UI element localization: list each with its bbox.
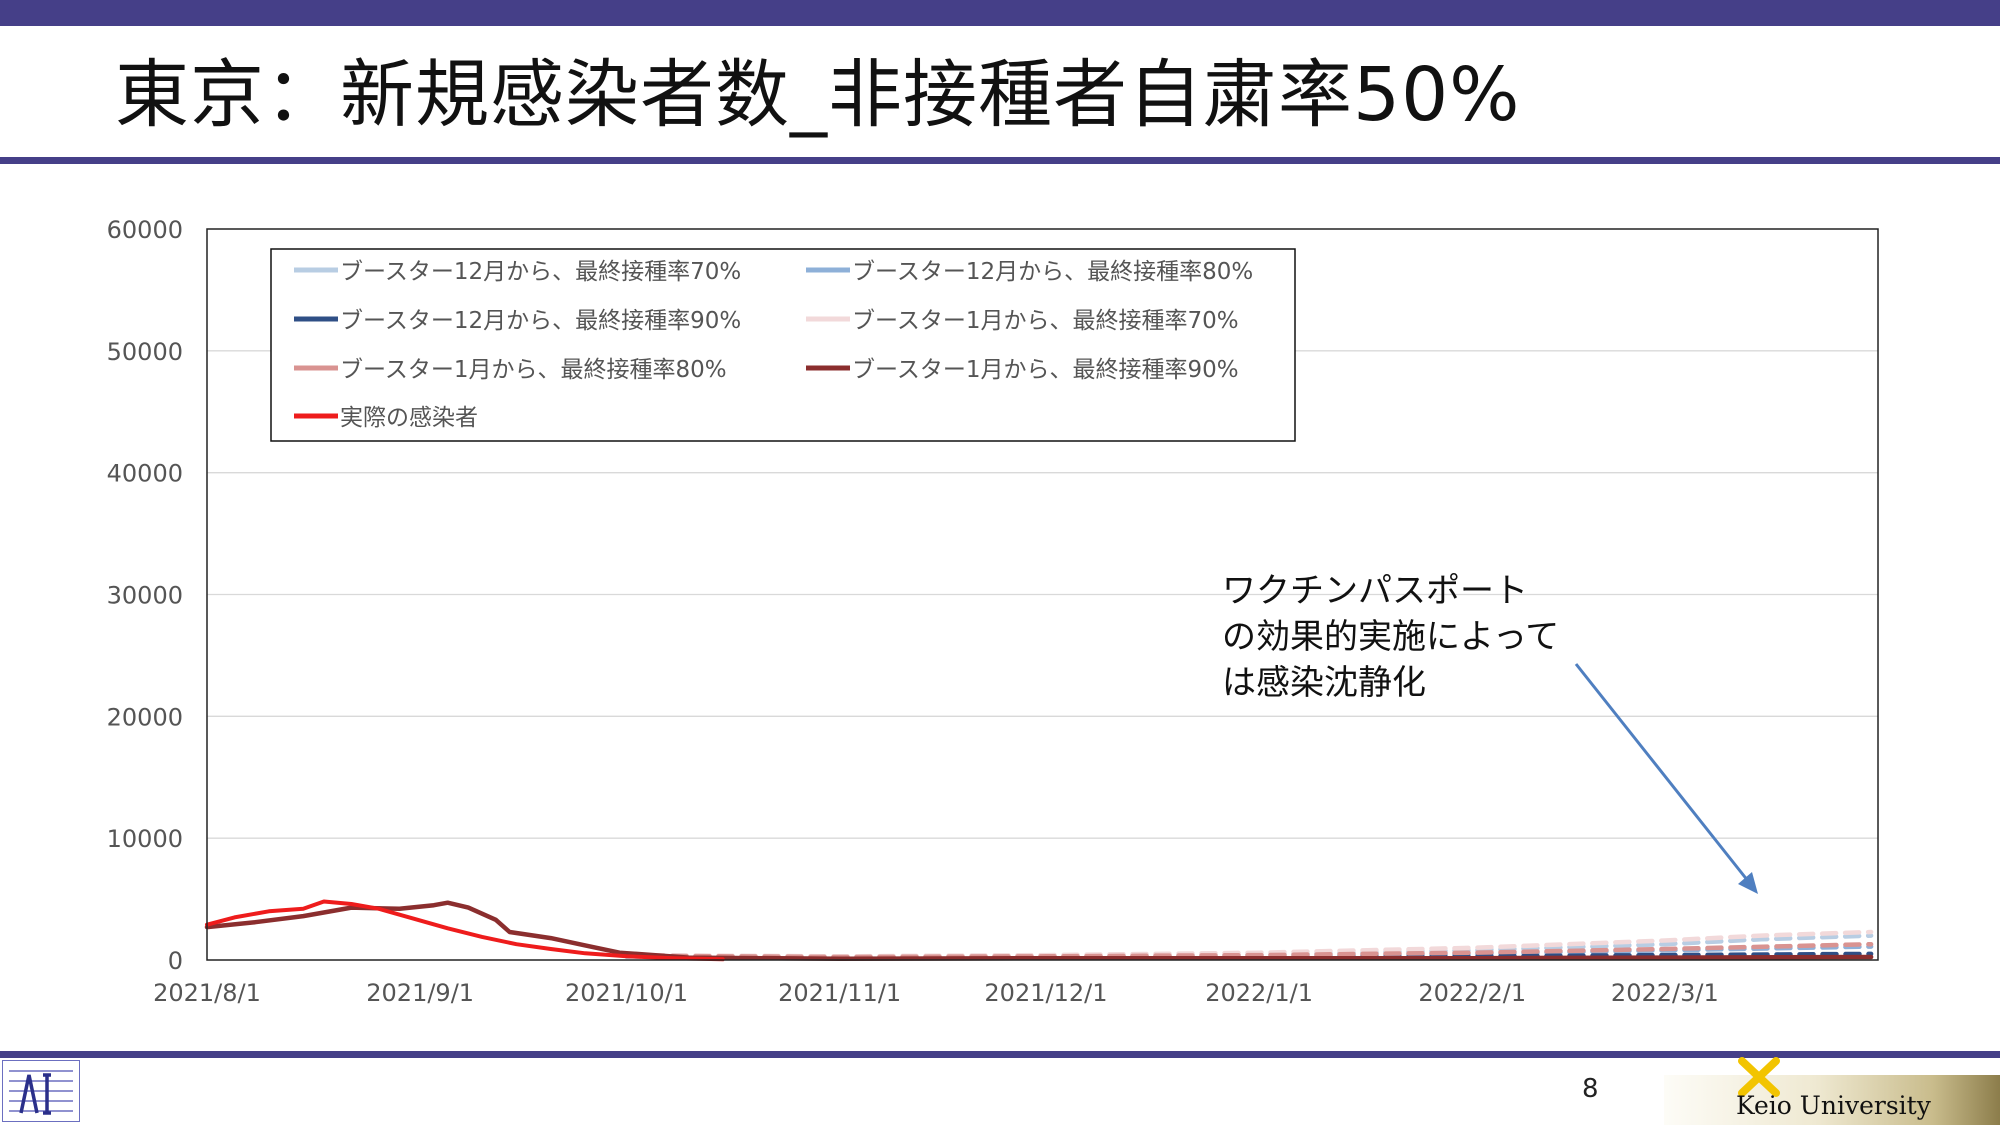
series-line-7 xyxy=(205,899,725,962)
page-number: 8 xyxy=(1582,1074,1599,1104)
x-axis-ticks: 2021/8/1 2021/9/1 2021/10/1 2021/11/1 2021/1… xyxy=(153,979,1719,1007)
legend-entry: ブースター1月から、最終接種率80% xyxy=(340,357,727,383)
legend-entry: ブースター1月から、最終接種率90% xyxy=(852,357,1239,383)
legend-entry: ブースター1月から、最終接種率70% xyxy=(852,308,1239,334)
annotation-arrowhead xyxy=(1738,872,1758,894)
y-tick-label: 0 xyxy=(168,947,183,975)
annotation-line-2: の効果的実施によって xyxy=(1222,617,1559,657)
lab-logo xyxy=(2,1060,80,1122)
slide-title: 東京：新規感染者数_非接種者自粛率50% xyxy=(115,52,1521,138)
series-line-4 xyxy=(624,929,1874,959)
x-tick-label: 2021/11/1 xyxy=(778,979,901,1007)
title-rule xyxy=(0,157,2000,164)
x-tick-label: 2021/8/1 xyxy=(153,979,261,1007)
y-tick-label: 10000 xyxy=(107,825,183,853)
y-tick-label: 50000 xyxy=(107,338,183,366)
legend-entry: ブースター12月から、最終接種率90% xyxy=(340,308,741,334)
y-axis-ticks: 0 10000 20000 30000 40000 50000 60000 xyxy=(107,216,183,975)
legend-entry: ブースター12月から、最終接種率80% xyxy=(852,259,1253,285)
x-tick-label: 2022/2/1 xyxy=(1418,979,1526,1007)
y-tick-label: 20000 xyxy=(107,703,183,731)
legend-entry: ブースター12月から、最終接種率70% xyxy=(340,259,741,285)
keio-pen-mark-icon xyxy=(1738,1057,1780,1097)
lab-logo-icon xyxy=(9,1070,73,1115)
legend-entry: 実際の感染者 xyxy=(340,405,478,431)
y-tick-label: 40000 xyxy=(107,460,183,488)
keio-logo-text: Keio University xyxy=(1736,1091,1931,1120)
top-bar xyxy=(0,0,2000,26)
keio-logo: Keio University xyxy=(1664,1057,2000,1125)
series-lines xyxy=(204,899,1874,962)
plot-area-frame xyxy=(206,228,1879,961)
series-line-6 xyxy=(204,900,1874,962)
footer-rule xyxy=(0,1051,2000,1058)
y-tick-label: 60000 xyxy=(107,216,183,244)
y-tick-label: 30000 xyxy=(107,582,183,610)
x-tick-label: 2022/1/1 xyxy=(1205,979,1313,1007)
annotation: ワクチンパスポート の効果的実施によって は感染沈静化 xyxy=(1222,571,1758,894)
x-tick-label: 2022/3/1 xyxy=(1611,979,1719,1007)
x-tick-label: 2021/9/1 xyxy=(366,979,474,1007)
annotation-arrow xyxy=(1574,663,1754,887)
x-tick-label: 2021/12/1 xyxy=(984,979,1107,1007)
annotation-line-3: は感染沈静化 xyxy=(1222,663,1426,703)
chart-legend: ブースター12月から、最終接種率70% ブースター12月から、最終接種率80% ブー… xyxy=(270,248,1296,442)
line-chart: 0 10000 20000 30000 40000 50000 60000 2021/8/1… xyxy=(107,216,1879,1007)
x-tick-label: 2021/10/1 xyxy=(565,979,688,1007)
annotation-line-1: ワクチンパスポート xyxy=(1222,571,1528,611)
